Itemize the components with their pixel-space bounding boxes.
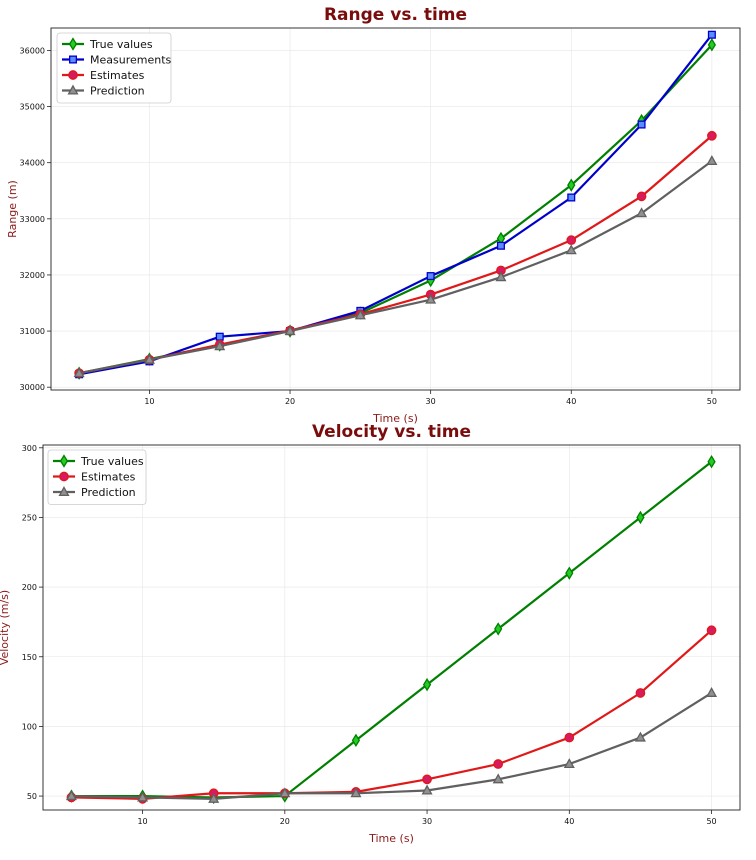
range-vs-time-legend-marker-prediction bbox=[67, 84, 79, 95]
range-vs-time-ytick-label: 31000 bbox=[20, 327, 45, 336]
range-vs-time-ytick-label: 30000 bbox=[20, 383, 45, 392]
range-vs-time-point-true-values bbox=[707, 38, 717, 52]
range-vs-time-legend-marker-true-values bbox=[68, 37, 78, 51]
velocity-vs-time-point-prediction bbox=[706, 687, 718, 697]
velocity-vs-time-ytick-label: 300 bbox=[22, 444, 37, 453]
velocity-vs-time-point-estimates bbox=[493, 759, 504, 769]
range-vs-time-point-prediction bbox=[636, 207, 648, 218]
range-vs-time-xtick-label: 30 bbox=[426, 397, 436, 406]
range-vs-time-point-prediction bbox=[73, 367, 85, 378]
range-vs-time-point-measurements bbox=[637, 120, 646, 129]
velocity-vs-time-legend-label-prediction: Prediction bbox=[81, 486, 136, 499]
velocity-vs-time-legend-label-true-values: True values bbox=[80, 455, 144, 468]
velocity-vs-time-plot-frame bbox=[42, 444, 741, 811]
velocity-vs-time-legend-marker-true-values bbox=[59, 454, 69, 468]
range-vs-time-ytick-label: 33000 bbox=[20, 215, 45, 224]
velocity-vs-time-xtick-label: 20 bbox=[280, 817, 290, 826]
velocity-chart: Velocity vs. time 10 20 30 40 50 50 100 150 200 25… bbox=[0, 422, 741, 845]
velocity-vs-time-point-true-values bbox=[351, 733, 361, 748]
velocity-vs-time-line-estimates bbox=[71, 629, 713, 800]
velocity-vs-time-xtick-label: 30 bbox=[422, 817, 432, 826]
range-vs-time-point-prediction bbox=[706, 155, 718, 166]
range-vs-time-legend-marker-measurements bbox=[68, 55, 78, 64]
velocity-vs-time-legend-marker-prediction bbox=[58, 486, 70, 497]
velocity-vs-time-point-estimates bbox=[422, 774, 432, 785]
range-vs-time-xtick-label: 10 bbox=[144, 397, 154, 406]
range-vs-time-point-measurements bbox=[567, 193, 576, 202]
range-vs-time-point-prediction bbox=[495, 271, 507, 282]
velocity-vs-time-xtick-label: 50 bbox=[706, 817, 716, 826]
range-vs-time-ytick-label: 35000 bbox=[20, 103, 45, 112]
range-vs-time-ytick-label: 32000 bbox=[20, 271, 45, 280]
range-vs-time-legend-label-measurements: Measurements bbox=[90, 54, 172, 67]
range-vs-time-point-measurements bbox=[215, 332, 224, 341]
velocity-vs-time-point-prediction bbox=[492, 773, 504, 784]
range-vs-time-point-prediction bbox=[214, 340, 226, 351]
range-vs-time-line-prediction bbox=[78, 160, 713, 375]
range-vs-time-legend-label-prediction: Prediction bbox=[90, 85, 145, 98]
velocity-vs-time-point-estimates bbox=[635, 688, 646, 698]
velocity-vs-time-point-prediction bbox=[137, 791, 149, 802]
velocity-vs-time-legend-marker-estimates bbox=[59, 471, 69, 482]
range-vs-time-line-measurements bbox=[78, 34, 713, 376]
velocity-vs-time-point-estimates bbox=[706, 625, 717, 636]
velocity-vs-time-ytick-label: 50 bbox=[27, 792, 37, 801]
range-vs-time-xtick-label: 20 bbox=[285, 397, 295, 406]
range-vs-time-legend-label-true-values: True values bbox=[89, 38, 153, 51]
range-vs-time-xlabel: Time (s) bbox=[372, 412, 418, 425]
velocity-vs-time-point-prediction bbox=[350, 787, 362, 798]
velocity-vs-time-point-prediction bbox=[421, 784, 433, 795]
range-vs-time-point-measurements bbox=[496, 241, 505, 250]
range-vs-time-point-estimates bbox=[636, 191, 647, 202]
velocity-vs-time-xtick-label: 10 bbox=[137, 817, 147, 826]
range-vs-time-point-prediction bbox=[143, 353, 155, 364]
range-vs-time-xtick-label: 40 bbox=[566, 397, 576, 406]
velocity-vs-time-point-prediction bbox=[65, 790, 77, 801]
velocity-vs-time-point-prediction bbox=[563, 758, 575, 769]
range-vs-time-point-measurements bbox=[707, 30, 716, 39]
range-vs-time-ylabel: Range (m) bbox=[6, 180, 19, 238]
range-chart: Range vs. time 10 20 30 40 50 30000 31000 32000 3… bbox=[6, 5, 741, 425]
velocity-vs-time-ytick-label: 100 bbox=[22, 722, 37, 731]
range-vs-time-point-estimates bbox=[707, 130, 717, 141]
velocity-vs-time-point-true-values bbox=[422, 677, 432, 692]
range-vs-time-title: Range vs. time bbox=[324, 5, 467, 25]
velocity-vs-time-ylabel: Velocity (m/s) bbox=[0, 590, 11, 665]
range-vs-time-legend bbox=[56, 32, 172, 104]
velocity-vs-time-title: Velocity vs. time bbox=[312, 422, 471, 442]
range-vs-time-ytick-label: 34000 bbox=[20, 159, 45, 168]
velocity-vs-time-ytick-label: 250 bbox=[22, 513, 37, 522]
velocity-vs-time-xlabel: Time (s) bbox=[368, 832, 414, 845]
range-vs-time-ytick-label: 36000 bbox=[20, 46, 45, 55]
velocity-vs-time-legend bbox=[47, 449, 147, 505]
range-vs-time-xtick-label: 50 bbox=[707, 397, 717, 406]
velocity-vs-time-point-true-values bbox=[494, 622, 503, 636]
range-vs-time-line-estimates bbox=[78, 134, 713, 375]
range-vs-time-point-estimates bbox=[566, 235, 577, 245]
velocity-vs-time-point-estimates bbox=[564, 732, 575, 743]
range-vs-time-point-measurements bbox=[426, 272, 435, 281]
velocity-vs-time-point-prediction bbox=[634, 731, 646, 742]
velocity-vs-time-xtick-label: 40 bbox=[564, 817, 574, 826]
range-vs-time-legend-label-estimates: Estimates bbox=[90, 69, 145, 82]
velocity-vs-time-point-prediction bbox=[208, 792, 220, 803]
velocity-vs-time-ytick-label: 200 bbox=[22, 583, 37, 592]
velocity-vs-time-point-prediction bbox=[279, 787, 291, 798]
range-vs-time-legend-marker-estimates bbox=[68, 70, 78, 80]
velocity-vs-time-point-true-values bbox=[707, 455, 716, 469]
range-vs-time-point-prediction bbox=[284, 325, 296, 336]
range-vs-time-point-true-values bbox=[567, 178, 576, 192]
velocity-vs-time-line-prediction bbox=[71, 692, 713, 800]
range-vs-time-point-prediction bbox=[565, 244, 577, 255]
velocity-vs-time-point-true-values bbox=[565, 566, 574, 580]
velocity-vs-time-legend-label-estimates: Estimates bbox=[81, 471, 136, 484]
range-vs-time-point-prediction bbox=[425, 293, 437, 304]
range-vs-time-line-true-values bbox=[78, 44, 713, 375]
range-vs-time-point-prediction bbox=[354, 309, 366, 320]
velocity-vs-time-point-true-values bbox=[636, 510, 645, 525]
range-vs-time-plot-frame bbox=[50, 27, 741, 391]
velocity-vs-time-ytick-label: 150 bbox=[22, 653, 37, 662]
